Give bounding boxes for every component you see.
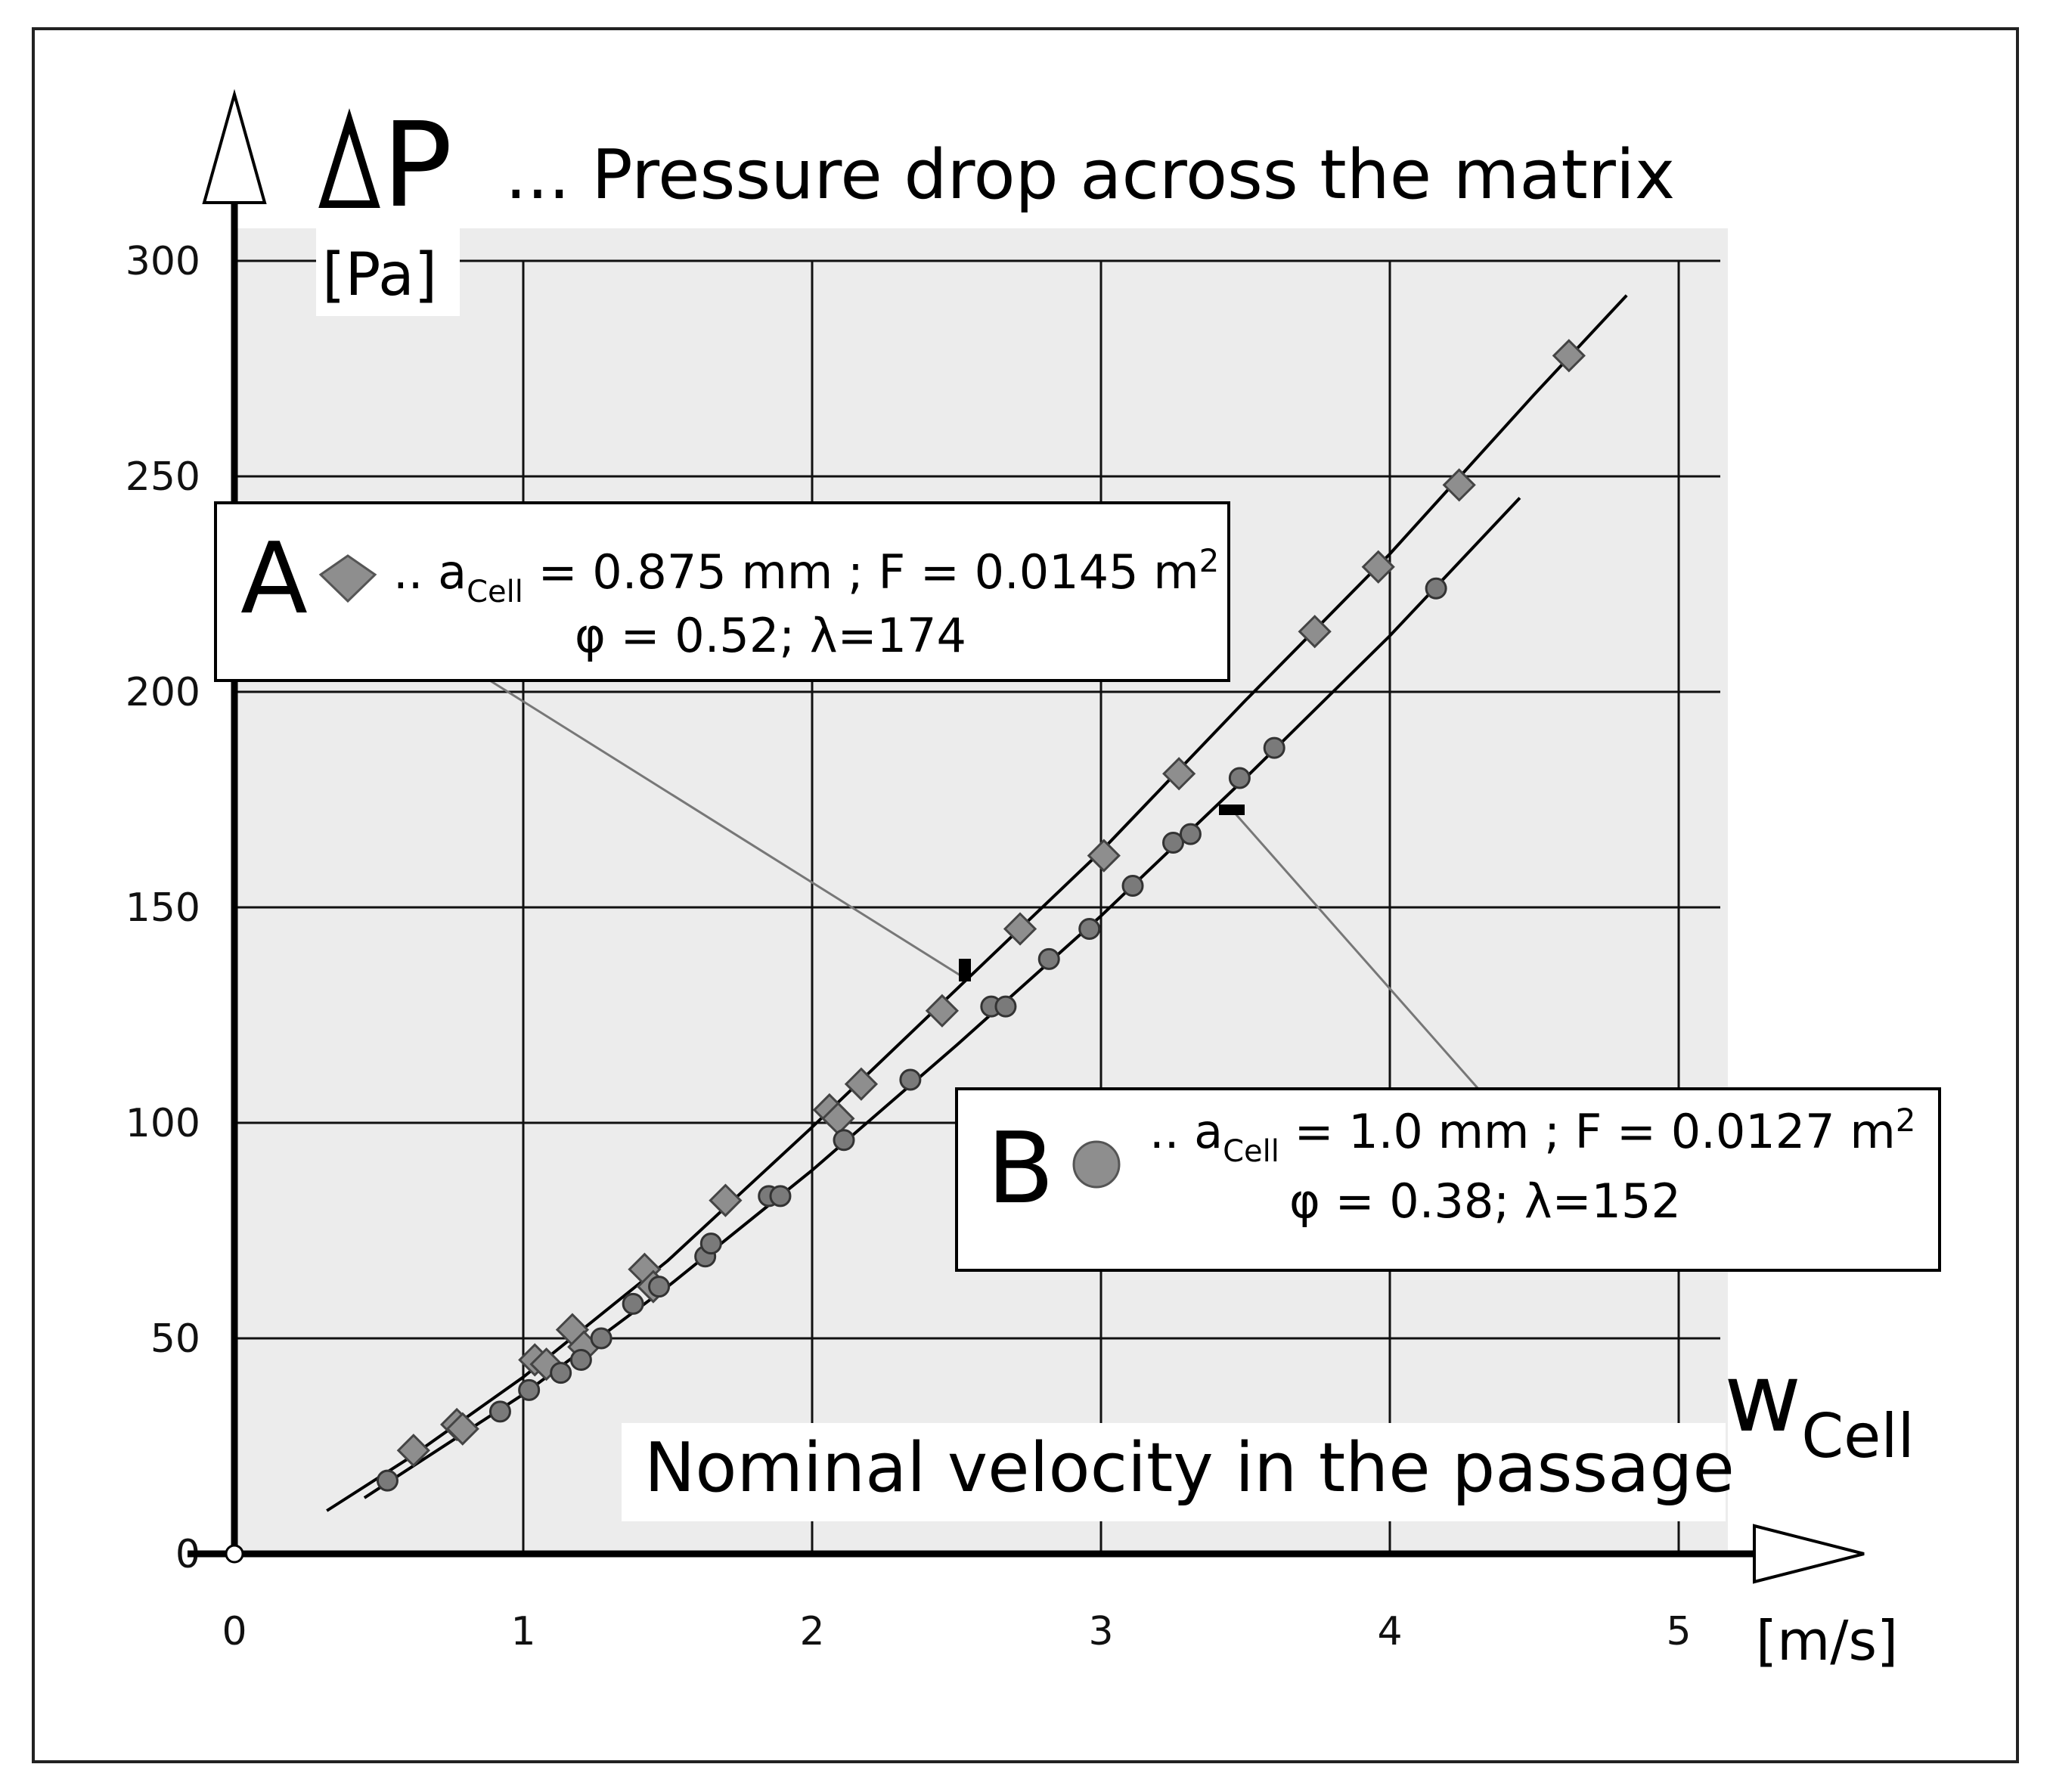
y-tick-label: 250 [126, 454, 200, 500]
fit-curve-a [326, 294, 1628, 1512]
point-a [709, 1183, 743, 1217]
point-b [1425, 577, 1447, 600]
tick-labels: 012345050100150200250300 [126, 239, 1692, 1654]
x-tick-label: 2 [799, 1609, 824, 1654]
point-a [1003, 912, 1037, 946]
point-b [833, 1129, 855, 1152]
point-a [844, 1067, 879, 1101]
title-p-symbol: P [382, 97, 452, 234]
y-axis-arrow [202, 88, 267, 204]
point-b [518, 1378, 541, 1401]
point-a [925, 994, 960, 1028]
x-tick-label: 5 [1666, 1609, 1691, 1654]
legend-b-marker [1072, 1140, 1121, 1189]
legend-a-letter: A [240, 521, 308, 636]
point-a [1087, 839, 1121, 873]
x-axis-symbol: wCell [1724, 1344, 1915, 1471]
legend-b-line1: .. aCell = 1.0 mm ; F = 0.0127 m2 [1149, 1102, 1915, 1169]
point-b [1179, 823, 1202, 845]
legend-b-letter: B [987, 1111, 1054, 1226]
legend-a-line2: φ = 0.52; λ=174 [575, 608, 966, 663]
point-a [396, 1434, 430, 1468]
point-b [994, 995, 1017, 1018]
point-a [1552, 339, 1586, 373]
point-b [1228, 767, 1251, 789]
leader-line-b [1231, 810, 1480, 1090]
legend-a-marker [318, 554, 377, 603]
point-a [445, 1412, 479, 1446]
y-tick-label: 50 [150, 1316, 200, 1362]
x-label-bg [622, 1423, 1726, 1521]
point-a [1442, 468, 1476, 502]
delta-symbol-shape [318, 108, 380, 208]
point-b [1037, 947, 1060, 970]
point-a [1162, 757, 1196, 791]
point-b [488, 1400, 511, 1423]
point-b [699, 1232, 722, 1255]
y-unit-label: [Pa] [322, 241, 437, 309]
x-tick-label: 3 [1088, 1609, 1113, 1654]
legend-a: A .. aCell = 0.875 mm ; F = 0.0145 m2 φ … [214, 501, 1230, 682]
x-tick-label: 0 [222, 1609, 247, 1654]
point-a [1298, 615, 1332, 649]
point-b [1078, 918, 1101, 940]
plot-background [234, 228, 1728, 1550]
point-b [899, 1068, 922, 1091]
legend-a-line1: .. aCell = 0.875 mm ; F = 0.0145 m2 [393, 542, 1219, 609]
figure-frame [32, 27, 2019, 1763]
origin-marker [225, 1544, 244, 1564]
x-tick-label: 1 [510, 1609, 535, 1654]
y-tick-label: 200 [126, 670, 200, 715]
point-b [622, 1292, 644, 1315]
x-axis-unit: [m/s] [1756, 1609, 1898, 1673]
point-b [1121, 875, 1144, 897]
point-b [1162, 832, 1184, 854]
legend-b: B .. aCell = 1.0 mm ; F = 0.0127 m2 φ = … [955, 1087, 1941, 1272]
point-b [1263, 736, 1285, 759]
leader-tip-b [1219, 805, 1245, 815]
point-b [648, 1276, 671, 1298]
point-a [1361, 550, 1395, 584]
x-axis-label: Nominal velocity in the passage [644, 1428, 1735, 1508]
point-b [569, 1349, 592, 1371]
leader-tip-a [959, 959, 971, 981]
data-points [376, 339, 1586, 1492]
chart-title: ... Pressure drop across the matrix [505, 135, 1675, 215]
point-b [769, 1185, 792, 1208]
point-b [590, 1327, 612, 1350]
point-b [376, 1469, 399, 1492]
x-tick-label: 4 [1377, 1609, 1402, 1654]
y-tick-label: 150 [126, 885, 200, 931]
y-tick-label: 100 [126, 1101, 200, 1146]
y-unit-bg [316, 227, 460, 316]
x-axis-arrow [1753, 1524, 1865, 1584]
y-tick-label: 300 [126, 239, 200, 284]
legend-b-line2: φ = 0.38; λ=152 [1289, 1173, 1681, 1229]
point-b [550, 1362, 572, 1384]
